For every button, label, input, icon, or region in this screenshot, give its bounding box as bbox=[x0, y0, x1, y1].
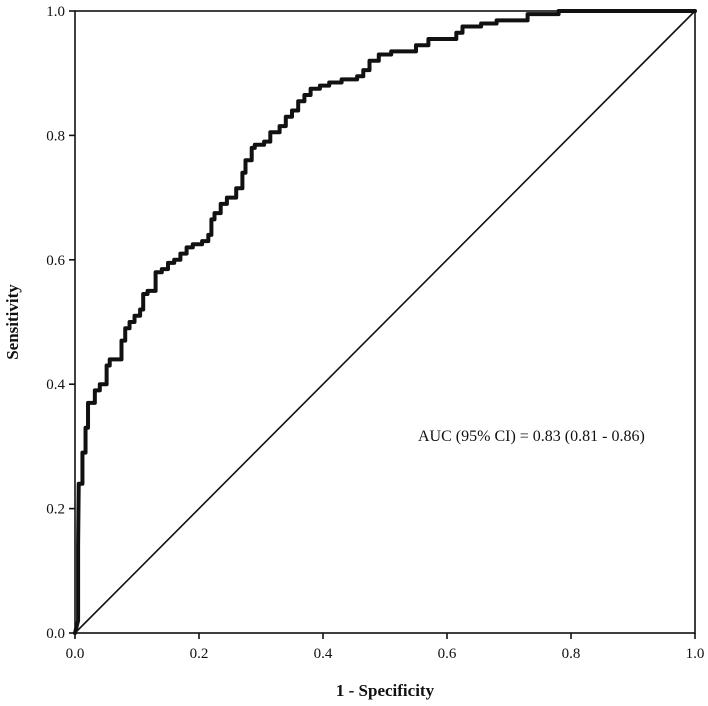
y-tick-label: 0.8 bbox=[46, 128, 65, 144]
y-tick-label: 0.2 bbox=[46, 502, 65, 518]
y-tick-label: 0.0 bbox=[46, 626, 65, 642]
plot-frame bbox=[74, 10, 696, 634]
y-tick-label: 0.4 bbox=[46, 377, 65, 393]
x-tick-label: 0.6 bbox=[438, 646, 457, 662]
reference-diagonal-line bbox=[74, 10, 696, 634]
axis-tick-labels: 0.0 0.2 0.4 0.6 0.8 1.0 0.0 0.2 0.4 0.6 0.8 1.0 bbox=[46, 4, 704, 662]
x-axis-title: 1 - Specificity bbox=[336, 681, 435, 700]
x-tick-label: 1.0 bbox=[686, 646, 705, 662]
x-tick-label: 0.0 bbox=[66, 646, 85, 662]
x-tick-label: 0.8 bbox=[562, 646, 581, 662]
roc-curve bbox=[73, 9, 697, 635]
y-tick-label: 1.0 bbox=[46, 4, 65, 20]
y-axis-title: Sensitivity bbox=[3, 284, 22, 360]
auc-annotation: AUC (95% CI) = 0.83 (0.81 - 0.86) bbox=[418, 428, 645, 445]
axis-ticks bbox=[69, 10, 696, 639]
x-tick-label: 0.4 bbox=[314, 646, 333, 662]
y-tick-label: 0.6 bbox=[46, 253, 65, 269]
x-tick-label: 0.2 bbox=[190, 646, 209, 662]
